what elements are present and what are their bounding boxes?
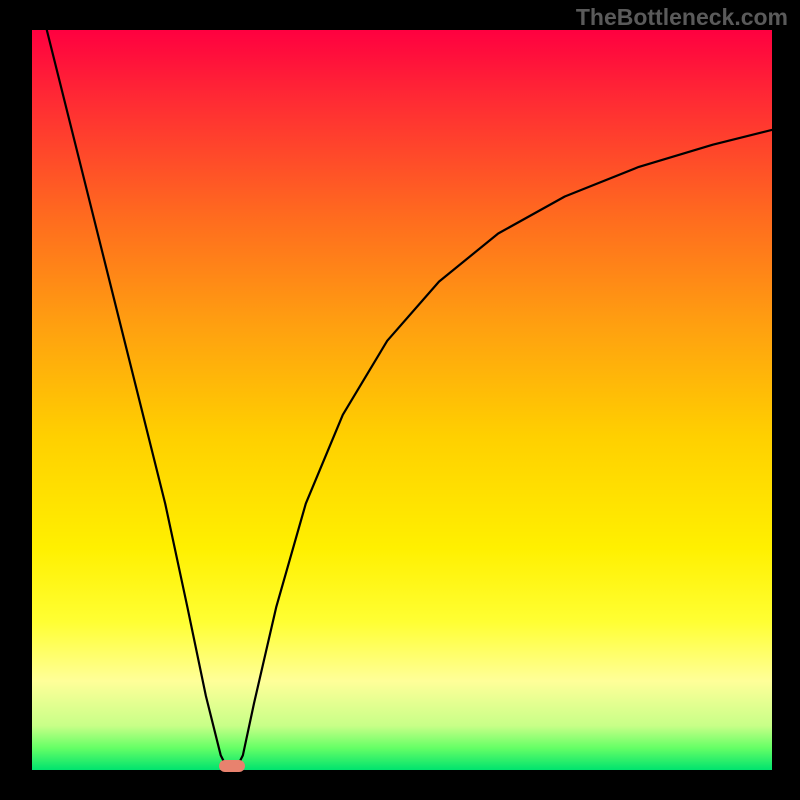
bottleneck-marker: [219, 760, 245, 772]
watermark-text: TheBottleneck.com: [576, 4, 788, 31]
chart-root: TheBottleneck.com: [0, 0, 800, 800]
v-curve: [47, 30, 772, 770]
plot-area: [32, 30, 772, 770]
curve-layer: [32, 30, 772, 770]
